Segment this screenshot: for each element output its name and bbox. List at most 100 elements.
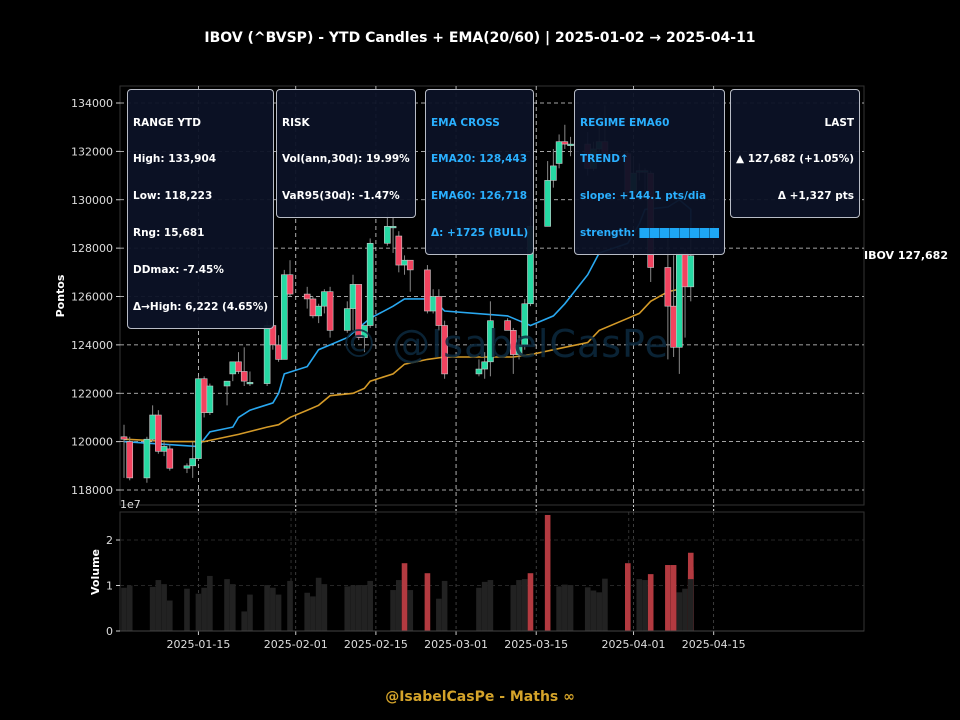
volume-bar: [149, 586, 156, 631]
candle-up: [544, 180, 551, 227]
vol-tick-label: 1: [106, 580, 113, 593]
candle-up: [263, 325, 271, 384]
volume-bar: [476, 587, 482, 631]
volume-bar: [155, 580, 162, 631]
ema60-value: EMA60: 126,718: [431, 190, 528, 203]
volume-bar: [270, 587, 276, 631]
candle-up: [149, 414, 156, 440]
range-high: High: 133,904: [133, 153, 217, 166]
candle-down: [126, 441, 134, 479]
ema60-line: [123, 275, 692, 443]
volume-bar: [361, 585, 368, 631]
risk-box: RISK Vol(ann,30d): 19.99% VaR95(30d): -1…: [276, 89, 416, 218]
volume-scale-label: 1e7: [120, 498, 141, 511]
y-tick-label: 128000: [71, 242, 113, 255]
volume-bar: [682, 588, 688, 631]
candle-up: [160, 446, 168, 452]
x-tick-label: 2025-03-15: [504, 638, 568, 651]
candle-down: [200, 378, 208, 413]
last-price-label: IBOV 127,682: [864, 249, 948, 262]
candle-down: [155, 414, 162, 452]
volume-bar: [647, 574, 654, 631]
candle-down: [424, 269, 431, 312]
candle-down: [275, 344, 282, 360]
watermark: © @IsabelCasPe: [340, 322, 669, 366]
candle-up: [343, 308, 351, 331]
candle-up: [475, 368, 483, 375]
range-rng: Rng: 15,681: [133, 227, 205, 240]
last-price: ▲ 127,682 (+1.05%): [736, 153, 855, 166]
candle-down: [406, 259, 414, 271]
volume-bar: [407, 590, 414, 631]
vol-tick-label: 2: [106, 534, 113, 547]
volume-bar: [224, 579, 230, 631]
candle-down: [681, 252, 689, 288]
candle-up: [280, 274, 288, 360]
volume-bar: [562, 584, 568, 631]
volume-bar: [161, 584, 167, 631]
x-tick-label: 2025-04-15: [682, 638, 746, 651]
candle-up: [481, 361, 488, 370]
candle-up: [349, 284, 357, 309]
volume-bar: [396, 580, 402, 631]
volume-axis-label: Volume: [89, 549, 102, 595]
volume-bar: [207, 575, 213, 631]
candle-up: [195, 378, 202, 459]
volume-bar: [527, 573, 534, 631]
regime-slope: slope: +144.1 pts/dia: [580, 190, 707, 203]
x-tick-label: 2025-02-01: [264, 638, 328, 651]
y-tick-label: 134000: [71, 97, 113, 110]
volume-bar: [321, 584, 328, 631]
candle-up: [401, 259, 408, 266]
y-tick-label: 124000: [71, 339, 113, 352]
volume-bar: [344, 586, 351, 631]
regime-title: REGIME EMA60: [580, 116, 670, 129]
volume-bar: [126, 585, 133, 631]
volume-bar: [567, 585, 574, 631]
candle-up: [361, 325, 368, 338]
last-box: LAST ▲ 127,682 (+1.05%) Δ +1,327 pts: [730, 89, 861, 218]
ema-delta: Δ: +1725 (BULL): [431, 227, 529, 240]
volume-bar: [625, 563, 631, 631]
candle-down: [326, 291, 334, 331]
candle-up: [487, 320, 494, 363]
volume-bar: [424, 573, 431, 631]
candle-up: [223, 380, 231, 387]
volume-bar: [687, 585, 694, 631]
volume-bar: [401, 563, 408, 631]
volume-bar: [556, 586, 562, 631]
volume-bar: [229, 584, 236, 631]
candle-up: [550, 165, 557, 181]
volume-bar: [355, 585, 362, 631]
volume-bar: [481, 581, 488, 631]
regime-strength: strength:: [580, 227, 719, 239]
y-tick-label: 126000: [71, 291, 113, 304]
candle-down: [235, 361, 242, 372]
candle-up: [189, 458, 196, 467]
volume-bar: [275, 594, 282, 631]
volume-bar: [642, 580, 648, 631]
candle-up: [389, 226, 397, 229]
volume-bar: [367, 580, 373, 631]
risk-var: VaR95(30d): -1.47%: [282, 190, 400, 203]
candle-up: [567, 143, 574, 146]
volume-bar: [304, 592, 310, 631]
x-tick-label: 2025-03-01: [424, 638, 488, 651]
volume-bar: [676, 592, 683, 631]
candle-down: [670, 305, 677, 348]
candle-up: [384, 226, 391, 244]
candle-up: [229, 361, 237, 375]
volume-bar: [287, 580, 293, 631]
y-tick-label: 130000: [71, 194, 113, 207]
x-tick-label: 2025-01-15: [166, 638, 230, 651]
candle-up: [206, 385, 214, 413]
candle-up: [366, 242, 374, 326]
candle-down: [166, 448, 174, 469]
volume-bar: [315, 577, 322, 631]
y-tick-label: 122000: [71, 387, 113, 400]
chart-title: IBOV (^BVSP) - YTD Candles + EMA(20/60) …: [204, 30, 756, 46]
strength-bar: [638, 228, 719, 239]
candle-up: [555, 141, 563, 164]
volume-bar: [121, 587, 127, 631]
range-delta-high: Δ→High: 6,222 (4.65%): [133, 301, 269, 314]
